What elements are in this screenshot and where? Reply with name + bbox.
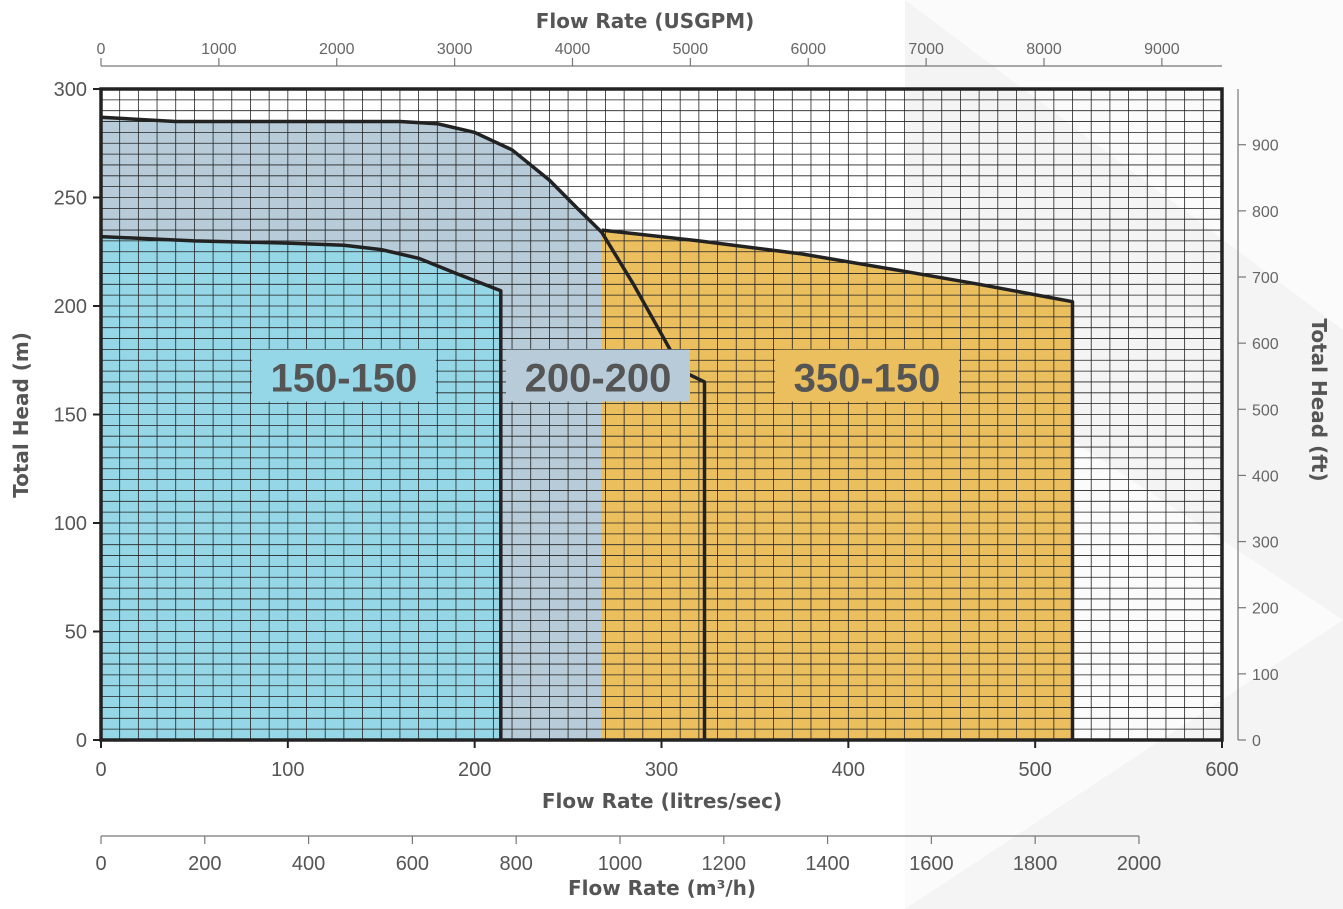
region-label: 200-200 xyxy=(525,357,672,401)
m3h-axis-tick-label: 2000 xyxy=(1117,853,1162,875)
top-axis-tick-label: 8000 xyxy=(1026,41,1062,58)
region-label-bg xyxy=(775,349,960,402)
right-axis-tick-label: 800 xyxy=(1252,204,1279,221)
m3h-axis-tick-label: 200 xyxy=(188,853,221,875)
right-axis-tick-label: 200 xyxy=(1252,601,1279,618)
left-axis-tick-label: 150 xyxy=(54,405,87,427)
left-axis-tick-label: 200 xyxy=(54,296,87,318)
right-axis-tick-label: 700 xyxy=(1252,270,1279,287)
region-150-150-fill xyxy=(101,236,501,740)
top-axis-tick-label: 5000 xyxy=(673,41,709,58)
left-axis-title: Total Head (m) xyxy=(9,332,33,498)
bottom-axis-tick-label: 0 xyxy=(95,759,106,781)
region-label: 150-150 xyxy=(270,357,417,401)
top-axis-tick-label: 9000 xyxy=(1144,41,1180,58)
right-axis-tick-label: 300 xyxy=(1252,535,1279,552)
curve-150-150 xyxy=(100,234,503,740)
grid-layer xyxy=(101,89,1222,740)
region-label: 350-150 xyxy=(794,357,941,401)
m3h-axis-tick-label: 1200 xyxy=(702,853,747,875)
m3h-axis-tick-label: 1800 xyxy=(1013,853,1058,875)
right-axis-tick-label: 400 xyxy=(1252,468,1279,485)
top-axis-tick-label: 7000 xyxy=(908,41,944,58)
bottom-axis-tick-label: 300 xyxy=(645,759,678,781)
right-axis-tick-label: 600 xyxy=(1252,336,1279,353)
region-labels-layer: 150-150 200-200 350-150 xyxy=(251,349,960,402)
top-axis-tick-label: 0 xyxy=(97,41,106,58)
bottom-axis-tick-label: 100 xyxy=(271,759,304,781)
curve-350-150 xyxy=(601,228,1075,740)
bottom-axis-tick-label: 200 xyxy=(458,759,491,781)
region-350-150-fill xyxy=(601,230,1073,740)
bottom-axis-tick-label: 500 xyxy=(1018,759,1051,781)
top-axis-tick-label: 2000 xyxy=(319,41,355,58)
right-axis-tick-label: 100 xyxy=(1252,667,1279,684)
m3h-axis-tick-label: 0 xyxy=(95,853,106,875)
m3h-axis-title: Flow Rate (m³/h) xyxy=(568,876,756,900)
left-axis-tick-label: 250 xyxy=(54,188,87,210)
m3h-axis-tick-label: 1600 xyxy=(909,853,954,875)
top-axis-tick-label: 1000 xyxy=(201,41,237,58)
regions-layer xyxy=(101,117,1073,740)
right-axis-tick-label: 900 xyxy=(1252,138,1279,155)
left-axis-tick-label: 50 xyxy=(65,622,87,644)
m3h-axis-tick-label: 400 xyxy=(292,853,325,875)
m3h-axis-tick-label: 1400 xyxy=(805,853,850,875)
right-axis-tick-label: 500 xyxy=(1252,402,1279,419)
bottom-axis-title: Flow Rate (litres/sec) xyxy=(542,789,782,813)
right-axis-title: Total Head (ft) xyxy=(1307,318,1331,481)
bottom-axis-tick-label: 400 xyxy=(832,759,865,781)
top-axis-tick-label: 3000 xyxy=(437,41,473,58)
region-label-bg xyxy=(505,349,690,402)
top-axis-title: Flow Rate (USGPM) xyxy=(536,9,755,33)
m3h-axis-tick-label: 600 xyxy=(396,853,429,875)
bottom-axis-tick-label: 600 xyxy=(1205,759,1238,781)
left-axis-tick-label: 100 xyxy=(54,513,87,535)
left-axis-tick-label: 300 xyxy=(54,79,87,101)
top-axis-tick-label: 6000 xyxy=(790,41,826,58)
m3h-axis-tick-label: 1000 xyxy=(598,853,643,875)
left-axis-tick-label: 0 xyxy=(76,730,87,752)
region-label-bg xyxy=(251,349,436,402)
right-axis-tick-label: 0 xyxy=(1252,733,1261,750)
m3h-axis-tick-label: 800 xyxy=(499,853,532,875)
top-axis-tick-label: 4000 xyxy=(555,41,591,58)
